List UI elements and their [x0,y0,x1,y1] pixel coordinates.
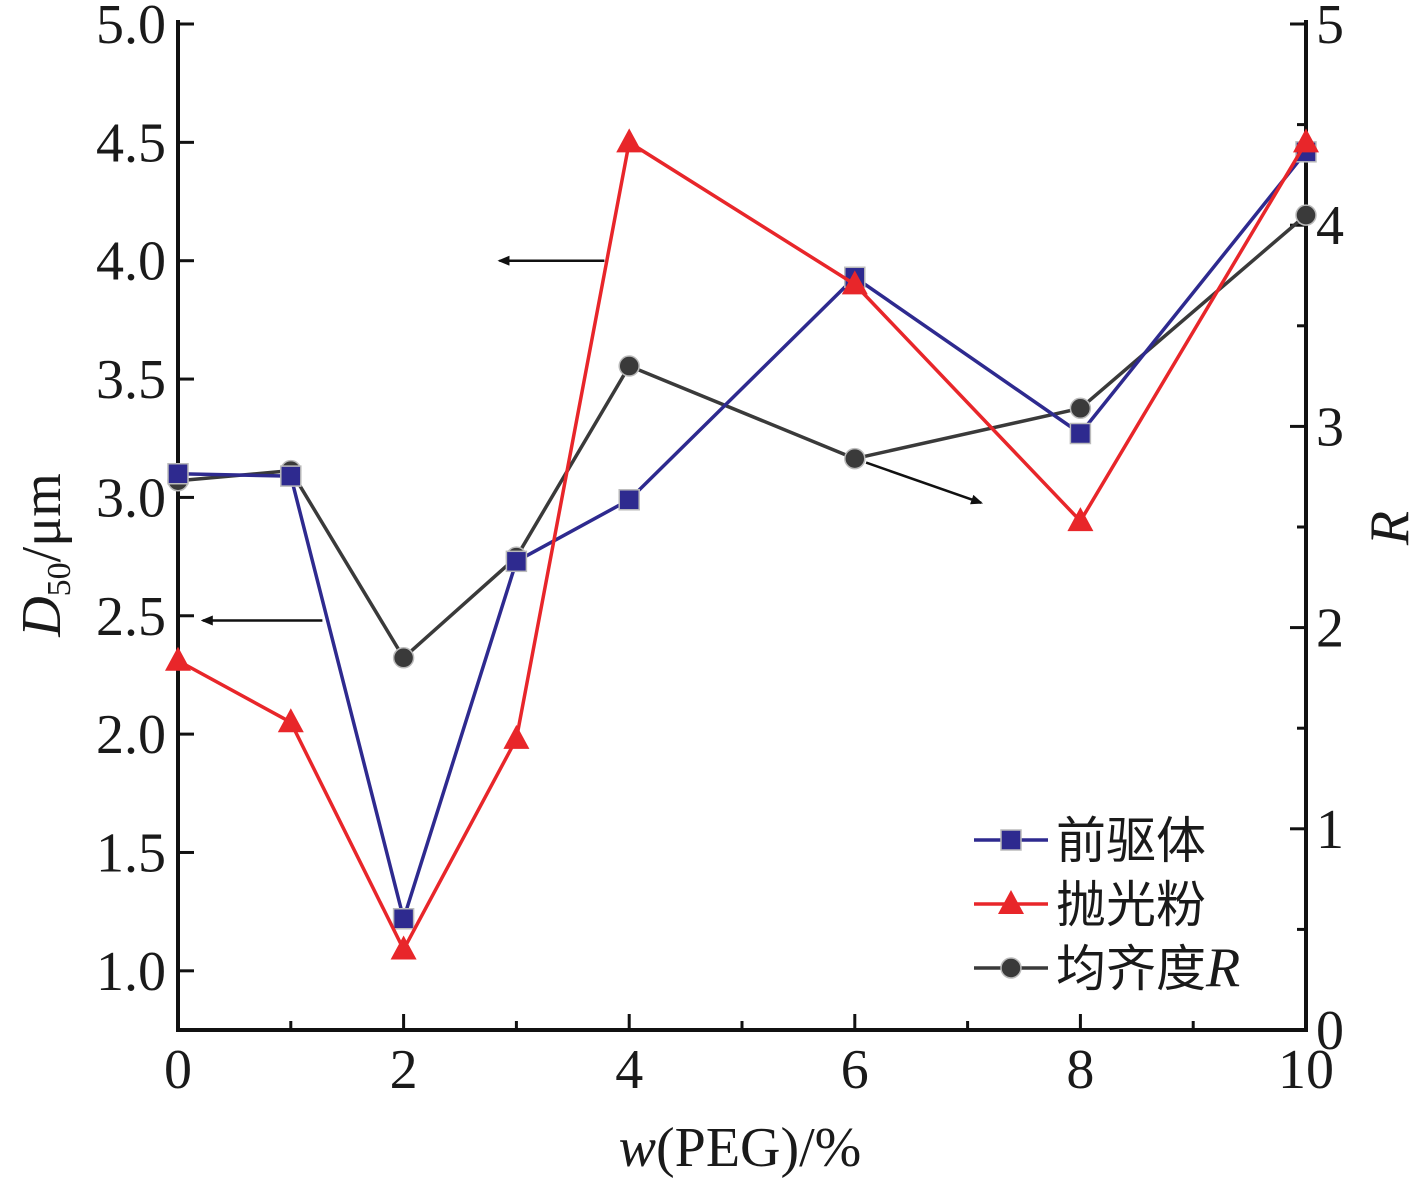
legend-swatch-marker [1000,829,1022,851]
x-tick-label: 2 [390,1039,418,1101]
right-y-tick-label: 4 [1316,195,1344,257]
left-y-axis-title-subscript: 50 [41,562,78,596]
data-point [390,935,417,960]
x-axis-title-variable: w [619,1117,656,1179]
data-point [280,465,302,487]
x-tick-label: 10 [1278,1039,1334,1101]
legend-label: 抛光粉 [1056,876,1206,934]
x-tick-label: 6 [841,1039,869,1101]
legend-swatch-marker [1000,957,1022,979]
legend-label: 前驱体 [1056,812,1206,870]
data-point [503,724,530,749]
x-tick-label: 0 [164,1039,192,1101]
right-y-axis-title: R [1359,511,1417,546]
right-y-tick-label: 5 [1316,0,1344,56]
left-y-axis-title-unit: /μm [11,473,73,562]
arrow-to-right-axis [865,461,984,505]
x-tick-label: 4 [615,1039,643,1101]
annotation-arrows [200,255,984,626]
left-y-axis-title-variable: D [11,596,73,637]
series-line [177,140,1308,952]
data-point [1293,128,1319,153]
series-triangle [165,128,1319,960]
right-y-tick-label: 0 [1316,1000,1344,1062]
left-y-tick-label: 3.5 [96,349,166,411]
x-axis-title: w(PEG)/% [619,1117,862,1179]
left-y-tick-label: 1.5 [96,822,166,884]
data-point [841,270,868,295]
data-point [277,708,304,733]
tick-labels: 1.0 1.5 2.0 2.5 3.0 3.5 4.0 4.5 5.0 0 1 2 3 4 5 0 2 4 6 8 10 [96,0,1344,1101]
left-y-tick-label: 1.0 [96,941,166,1003]
left-y-tick-label: 4.5 [96,112,166,174]
legend-label-variable: R [1205,937,1240,999]
series-layer [165,128,1319,960]
left-y-tick-label: 3.0 [96,467,166,529]
left-y-tick-label: 2.5 [96,586,166,648]
series-circle [167,204,1317,669]
legend-label-cjk: 均齐度 [1056,940,1206,998]
data-point [165,646,191,671]
legend-item: 前驱体 [974,812,1206,870]
data-point [618,489,640,511]
left-y-axis-title: D50/μm [11,473,78,638]
legend-item: 均齐度R [974,937,1240,999]
data-point [392,647,415,669]
data-point [616,128,643,153]
right-y-tick-label: 3 [1316,396,1344,458]
data-point [1069,397,1092,420]
data-point [1067,507,1094,532]
right-y-tick-label: 1 [1316,799,1344,861]
left-y-tick-label: 2.0 [96,704,166,766]
legend-label: 均齐度R [1056,937,1240,999]
series-line [177,213,1308,660]
data-point [618,355,640,377]
data-point [167,462,189,485]
data-point [505,550,528,573]
left-y-tick-label: 5.0 [96,0,166,56]
x-tick-label: 8 [1066,1039,1094,1101]
left-y-tick-label: 4.0 [96,231,166,293]
data-point [1295,204,1317,226]
axis-ticks [176,22,1308,1032]
data-point [844,447,866,470]
series-square [167,141,1317,930]
legend-item: 抛光粉 [974,876,1206,934]
right-y-tick-label: 2 [1316,598,1344,660]
series-line [177,150,1308,921]
x-axis-title-rest: (PEG)/% [656,1117,861,1179]
legend-swatch-marker [998,890,1024,914]
data-point [1069,422,1092,445]
data-point [392,907,415,930]
